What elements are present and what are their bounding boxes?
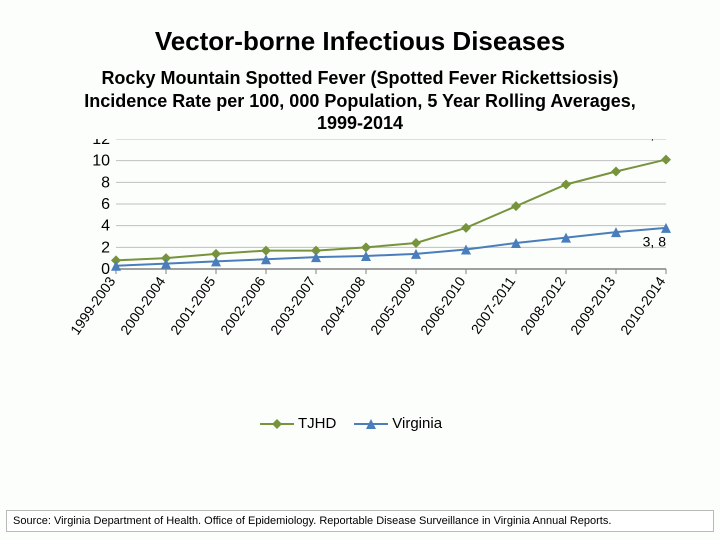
series-marker	[511, 201, 521, 211]
y-tick-label: 10	[92, 152, 110, 169]
legend-swatch	[260, 417, 294, 431]
x-tick-label: 2006-2010	[417, 273, 469, 337]
x-tick-label: 2005-2009	[367, 273, 419, 337]
x-tick-label: 1999-2003	[67, 273, 119, 337]
x-tick-label: 2008-2012	[517, 273, 569, 337]
series-marker	[411, 238, 421, 248]
data-label: 3, 8	[643, 233, 667, 249]
series-line-tjhd	[116, 159, 666, 260]
series-marker	[611, 166, 621, 176]
x-tick-label: 2000-2004	[117, 273, 169, 337]
x-tick-label: 2003-2007	[267, 273, 319, 337]
source-note: Source: Virginia Department of Health. O…	[6, 510, 714, 532]
y-tick-label: 12	[92, 139, 110, 148]
x-tick-label: 2004-2008	[317, 273, 369, 337]
y-tick-label: 6	[101, 196, 110, 213]
line-chart-svg: 02468101210, 13, 81999-20032000-20042001…	[20, 139, 700, 419]
chart-title: Rocky Mountain Spotted Fever (Spotted Fe…	[60, 67, 660, 135]
series-marker	[461, 222, 471, 232]
y-tick-label: 8	[101, 174, 110, 191]
x-tick-label: 2001-2005	[167, 273, 219, 337]
legend-swatch	[354, 417, 388, 431]
x-tick-label: 2007-2011	[468, 273, 519, 336]
data-label: 10, 1	[635, 139, 666, 142]
x-tick-label: 2010-2014	[617, 273, 669, 337]
series-marker	[561, 179, 571, 189]
y-tick-label: 2	[101, 239, 110, 256]
y-tick-label: 4	[101, 217, 110, 234]
series-marker	[361, 242, 371, 252]
x-tick-label: 2002-2006	[217, 273, 269, 337]
page-title: Vector-borne Infectious Diseases	[0, 0, 720, 57]
slide: Vector-borne Infectious Diseases Rocky M…	[0, 0, 720, 540]
chart: 02468101210, 13, 81999-20032000-20042001…	[20, 139, 700, 419]
series-line-virginia	[116, 227, 666, 265]
series-marker	[661, 154, 671, 164]
x-tick-label: 2009-2013	[567, 273, 619, 337]
